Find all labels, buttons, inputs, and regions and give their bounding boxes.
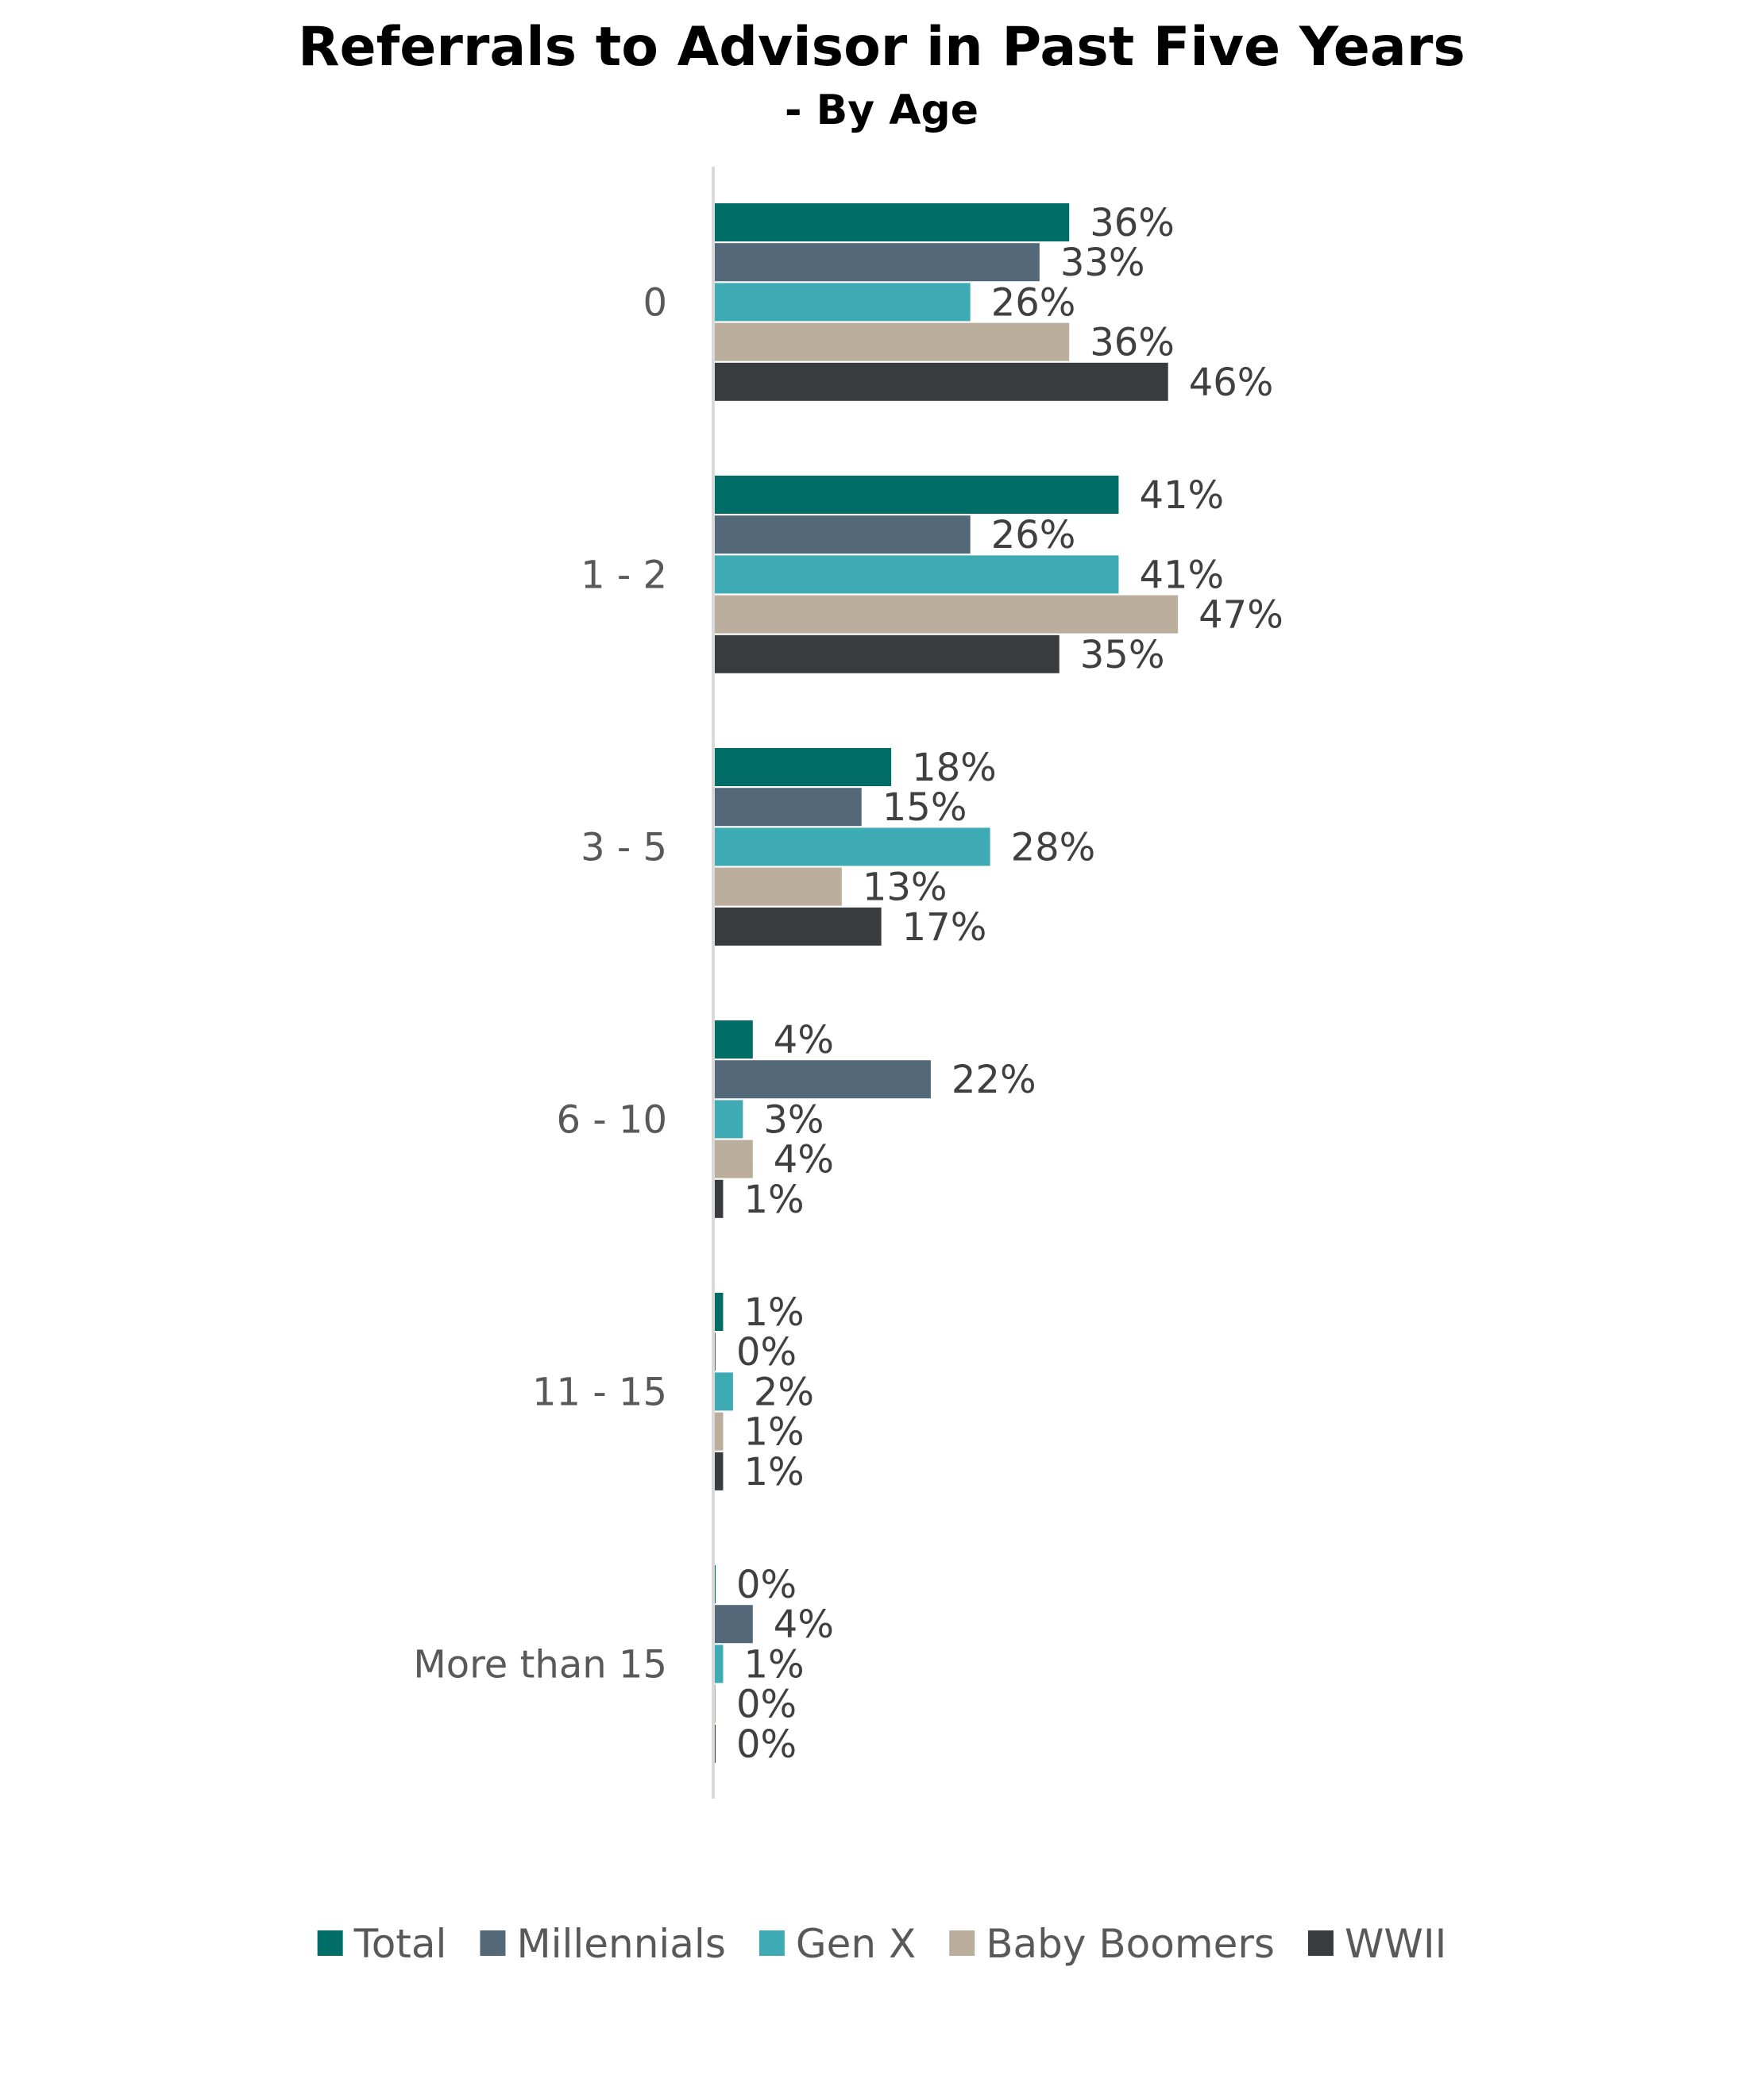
data-label: 46% (1189, 361, 1274, 405)
data-label: 3% (763, 1097, 824, 1142)
bar-millennials (713, 515, 971, 554)
bar-millennials (713, 243, 1040, 282)
legend-swatch (949, 1930, 975, 1956)
data-label: 1% (743, 1410, 804, 1455)
bar-total (713, 1020, 753, 1059)
data-label: 41% (1139, 473, 1224, 518)
bar-baby-boomers (713, 322, 1070, 361)
data-label: 47% (1199, 593, 1283, 638)
data-label: 15% (882, 785, 967, 830)
data-label: 1% (743, 1642, 804, 1687)
data-label: 2% (754, 1370, 814, 1414)
chart-title: Referrals to Advisor in Past Five Years (298, 16, 1465, 79)
bar-gen-x (713, 1372, 733, 1411)
legend-label: Gen X (796, 1921, 916, 1967)
data-label: 13% (863, 866, 948, 910)
data-label: 28% (1011, 825, 1096, 870)
data-label: 36% (1090, 321, 1175, 365)
category-label: 11 - 15 (532, 1370, 667, 1414)
bar-millennials (713, 788, 862, 827)
data-label: 36% (1090, 201, 1175, 245)
data-label: 26% (991, 513, 1076, 557)
bar-gen-x (713, 283, 971, 322)
bar-millennials (713, 1605, 753, 1644)
bar-total (713, 1293, 724, 1331)
bar-wwii (713, 907, 882, 946)
bar-total (713, 476, 1119, 514)
bar-gen-x (713, 1100, 743, 1139)
data-label: 1% (743, 1178, 804, 1222)
legend: Total Millennials Gen X Baby Boomers WWII (317, 1921, 1446, 1967)
legend-swatch (480, 1930, 506, 1956)
value-labels-layer: 36%33%26%36%46%41%26%41%47%35%18%15%28%1… (736, 201, 1283, 1767)
bar-gen-x (713, 555, 1119, 594)
bar-wwii (713, 1179, 724, 1218)
category-label: 0 (643, 280, 667, 325)
data-label: 41% (1139, 553, 1224, 597)
category-label: 1 - 2 (581, 553, 667, 597)
data-label: 4% (774, 1138, 834, 1182)
legend-swatch (317, 1930, 343, 1956)
data-label: 0% (736, 1563, 797, 1607)
data-label: 22% (951, 1058, 1036, 1102)
bar-baby-boomers (713, 867, 842, 906)
bar-baby-boomers (713, 595, 1179, 634)
bar-wwii (713, 1452, 724, 1490)
legend-swatch (758, 1930, 785, 1956)
category-label: 3 - 5 (581, 825, 667, 870)
data-label: 1% (743, 1450, 804, 1494)
data-label: 35% (1080, 633, 1165, 677)
legend-label: WWII (1345, 1921, 1446, 1967)
data-label: 1% (743, 1290, 804, 1335)
bars-layer (713, 203, 1179, 1763)
category-label: More than 15 (413, 1642, 667, 1687)
legend-label: Baby Boomers (986, 1921, 1275, 1967)
chart-subtitle: - By Age (785, 87, 978, 134)
data-label: 4% (774, 1018, 834, 1062)
bar-baby-boomers (713, 1140, 753, 1178)
data-label: 0% (736, 1683, 797, 1727)
bar-wwii (713, 634, 1060, 673)
bar-total (713, 748, 892, 786)
data-label: 33% (1060, 241, 1145, 285)
data-label: 0% (736, 1330, 797, 1375)
data-label: 26% (991, 280, 1076, 325)
category-label: 6 - 10 (557, 1097, 667, 1142)
data-label: 18% (912, 746, 997, 790)
bar-baby-boomers (713, 1412, 724, 1451)
category-axis-labels: 0 1 - 2 3 - 5 6 - 10 11 - 15 More than 15 (413, 280, 667, 1687)
bar-millennials (713, 1060, 931, 1099)
bar-total (713, 203, 1070, 241)
bar-gen-x (713, 1645, 724, 1683)
data-label: 4% (774, 1602, 834, 1647)
data-label: 0% (736, 1722, 797, 1767)
legend-swatch (1307, 1930, 1334, 1956)
legend-label: Millennials (516, 1921, 725, 1967)
bar-wwii (713, 362, 1168, 401)
bar-gen-x (713, 827, 990, 866)
data-label: 17% (902, 905, 987, 950)
legend-label: Total (353, 1921, 447, 1967)
